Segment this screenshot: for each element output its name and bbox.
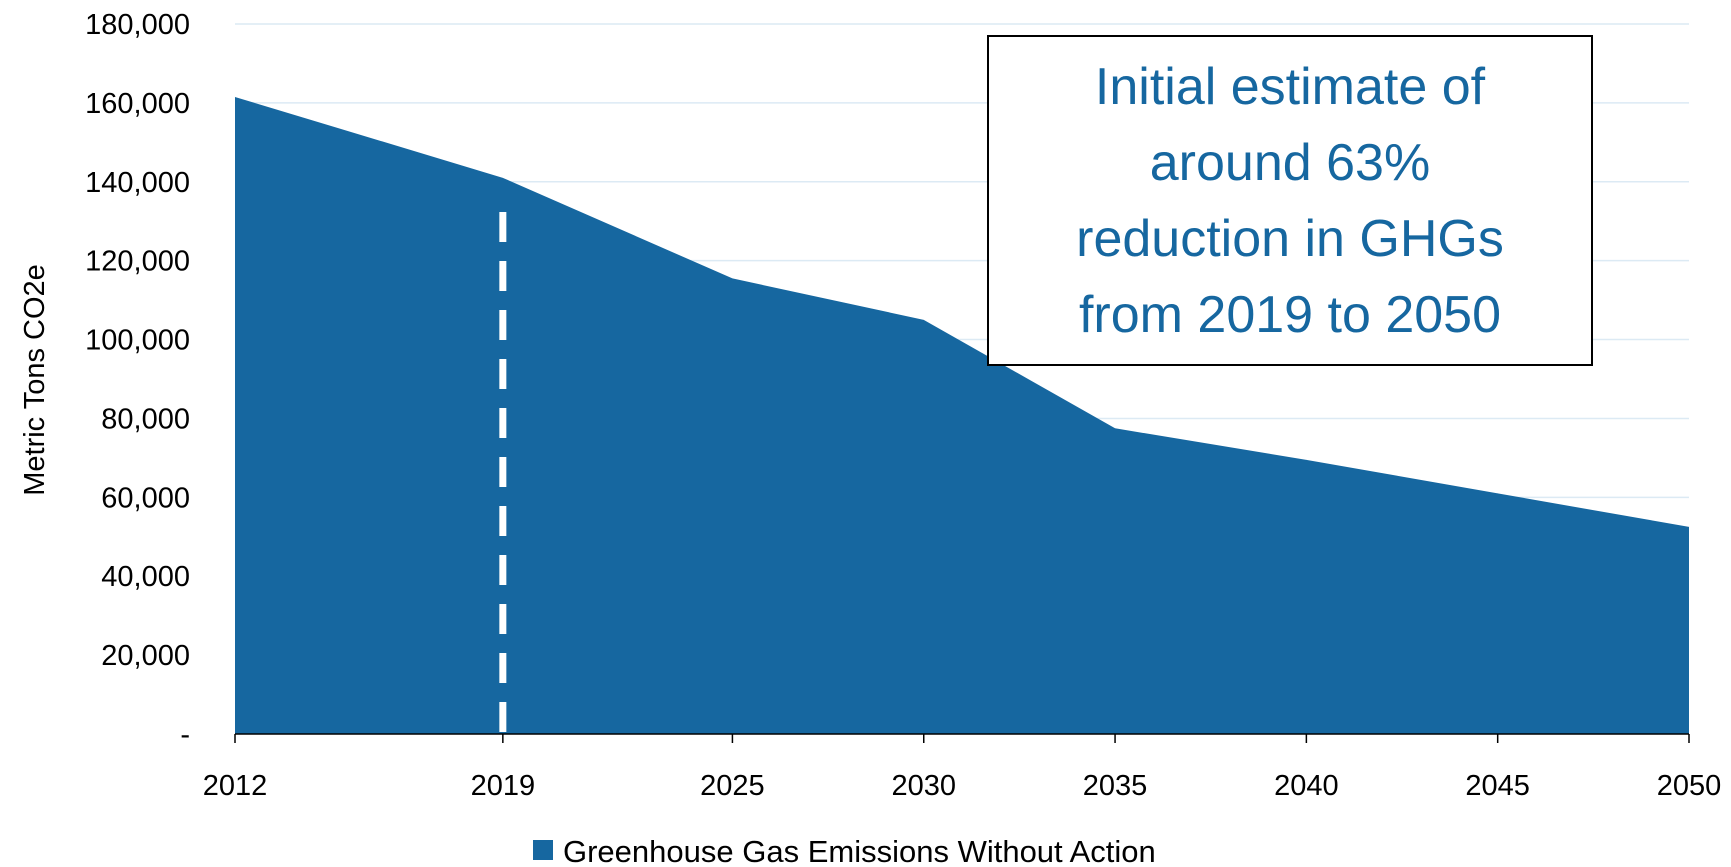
y-tick-label-6: 120,000 <box>85 246 190 278</box>
x-tick-labels: 2012 2019 2025 2030 2035 2040 2045 2050 <box>203 770 1722 802</box>
x-tick-label-2025: 2025 <box>700 770 765 802</box>
x-tick-label-2035: 2035 <box>1083 770 1148 802</box>
y-tick-label-0: - <box>180 719 190 751</box>
axes <box>234 733 1690 743</box>
annotation-line-3: reduction in GHGs <box>1076 210 1504 268</box>
annotation-line-4: from 2019 to 2050 <box>1079 286 1501 344</box>
y-tick-label-2: 40,000 <box>101 561 190 593</box>
y-tick-label-5: 100,000 <box>85 325 190 357</box>
annotation-line-2: around 63% <box>1150 134 1430 192</box>
y-tick-label-4: 80,000 <box>101 403 190 435</box>
area-greenhouse-gas-emissions <box>235 96 1689 734</box>
annotation-box: Initial estimate of around 63% reduction… <box>987 35 1593 366</box>
area-series <box>234 96 1690 734</box>
y-tick-labels: - 20,000 40,000 60,000 80,000 100,000 120,000 1… <box>85 9 190 751</box>
x-tick-label-2012: 2012 <box>203 770 268 802</box>
x-tick-label-2050: 2050 <box>1657 770 1722 802</box>
x-tick-label-2045: 2045 <box>1465 770 1530 802</box>
annotation-line-1: Initial estimate of <box>1095 58 1486 116</box>
legend-label: Greenhouse Gas Emissions Without Action <box>563 834 1156 867</box>
legend: Greenhouse Gas Emissions Without Action <box>533 834 1156 867</box>
y-tick-label-1: 20,000 <box>101 640 190 672</box>
y-tick-label-9: 180,000 <box>85 9 190 41</box>
y-tick-label-3: 60,000 <box>101 482 190 514</box>
legend-swatch <box>533 840 553 860</box>
y-tick-label-7: 140,000 <box>85 167 190 199</box>
x-tick-label-2019: 2019 <box>471 770 536 802</box>
y-axis-title: Metric Tons CO2e <box>19 264 51 496</box>
y-tick-label-8: 160,000 <box>85 88 190 120</box>
x-tick-label-2040: 2040 <box>1274 770 1339 802</box>
x-tick-label-2030: 2030 <box>891 770 956 802</box>
